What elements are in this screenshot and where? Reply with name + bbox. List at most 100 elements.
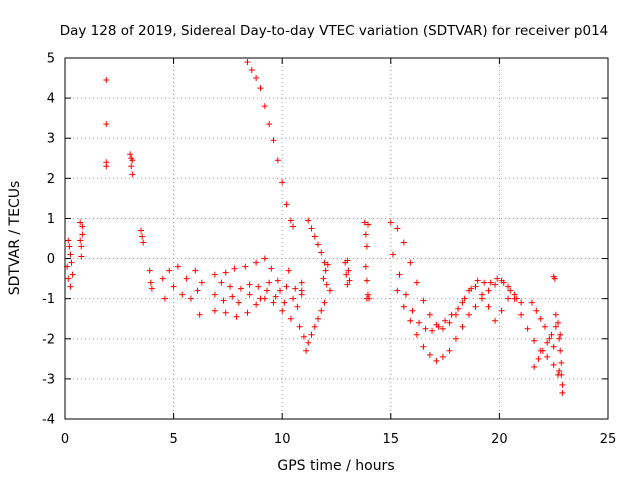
data-point-140	[459, 299, 466, 306]
data-point-57	[253, 259, 260, 266]
data-point-204	[539, 347, 546, 354]
data-point-77	[233, 313, 240, 320]
data-point-218	[557, 331, 564, 338]
data-point-188	[511, 295, 518, 302]
data-point-168	[507, 287, 514, 294]
grid	[65, 58, 608, 419]
data-point-94	[294, 303, 301, 310]
data-point-72	[281, 299, 288, 306]
data-point-3	[67, 283, 74, 290]
y-tick-label-0: -4	[42, 413, 55, 428]
data-point-26	[257, 85, 264, 92]
data-point-186	[498, 277, 505, 284]
data-point-18	[127, 151, 134, 158]
data-point-4	[68, 259, 75, 266]
chart-title: Day 128 of 2019, Sidereal Day-to-day VTE…	[60, 23, 609, 39]
data-point-117	[345, 267, 352, 274]
data-point-127	[364, 221, 371, 228]
data-point-187	[505, 283, 512, 290]
data-point-99	[311, 323, 318, 330]
data-point-19	[128, 163, 135, 170]
data-point-191	[531, 337, 538, 344]
data-point-106	[315, 241, 322, 248]
series-14	[552, 311, 566, 396]
data-point-182	[472, 303, 479, 310]
data-point-207	[552, 323, 559, 330]
data-point-154	[416, 319, 423, 326]
series-1	[103, 77, 136, 178]
data-point-215	[558, 371, 565, 378]
data-point-109	[320, 275, 327, 282]
data-point-47	[183, 275, 190, 282]
data-point-104	[308, 225, 315, 232]
data-point-52	[198, 279, 205, 286]
data-point-113	[326, 287, 333, 294]
data-point-203	[535, 355, 542, 362]
data-point-50	[194, 287, 201, 294]
series-3	[138, 227, 205, 318]
data-point-202	[531, 363, 538, 370]
data-point-145	[492, 317, 499, 324]
data-point-125	[364, 291, 371, 298]
data-point-62	[292, 285, 299, 292]
data-point-8	[77, 219, 84, 226]
data-point-84	[296, 323, 303, 330]
data-point-216	[559, 381, 566, 388]
axis-ticks: 0 5 10 15 20 25 -4 -3 -2 -1 0 1 2 3 4 5	[42, 52, 616, 448]
x-axis-label: GPS time / hours	[277, 458, 394, 474]
data-point-162	[468, 285, 475, 292]
data-point-189	[518, 311, 525, 318]
data-point-11	[78, 253, 85, 260]
series-6	[211, 295, 307, 340]
y-tick-label-9: 5	[47, 52, 55, 67]
series-5	[211, 281, 305, 306]
data-point-124	[363, 277, 370, 284]
data-point-217	[559, 389, 566, 396]
data-point-103	[305, 217, 312, 224]
data-point-31	[279, 179, 286, 186]
data-point-14	[103, 77, 110, 84]
data-point-73	[290, 295, 297, 302]
data-point-48	[187, 295, 194, 302]
y-tick-label-2: -2	[42, 332, 55, 347]
series-4	[211, 255, 305, 294]
data-point-116	[344, 281, 351, 288]
data-point-101	[318, 307, 325, 314]
data-point-212	[556, 335, 563, 342]
data-point-10	[79, 231, 86, 238]
data-point-179	[452, 335, 459, 342]
data-point-13	[77, 237, 84, 244]
data-point-23	[244, 59, 251, 66]
data-point-178	[446, 347, 453, 354]
data-point-93	[285, 267, 292, 274]
data-point-157	[435, 323, 442, 330]
data-point-92	[277, 287, 284, 294]
series-8	[303, 217, 333, 354]
data-point-198	[537, 315, 544, 322]
series-10	[387, 219, 525, 332]
series-7	[218, 267, 305, 310]
data-point-135	[426, 311, 433, 318]
data-point-129	[387, 219, 394, 226]
data-point-59	[268, 265, 275, 272]
data-point-190	[524, 325, 531, 332]
data-point-58	[261, 255, 268, 262]
data-point-60	[274, 277, 281, 284]
data-point-6	[65, 237, 72, 244]
data-point-39	[147, 279, 154, 286]
data-point-150	[389, 251, 396, 258]
data-point-209	[551, 275, 558, 282]
data-point-119	[346, 277, 353, 284]
data-point-193	[544, 353, 551, 360]
data-point-102	[321, 299, 328, 306]
y-tick-label-1: -3	[42, 372, 55, 387]
data-point-87	[227, 283, 234, 290]
data-point-24	[248, 67, 255, 74]
data-point-201	[550, 343, 557, 350]
data-point-173	[413, 331, 420, 338]
plot-frame	[64, 57, 609, 420]
data-point-131	[400, 239, 407, 246]
data-point-185	[492, 281, 499, 288]
data-point-44	[170, 283, 177, 290]
data-point-108	[321, 259, 328, 266]
